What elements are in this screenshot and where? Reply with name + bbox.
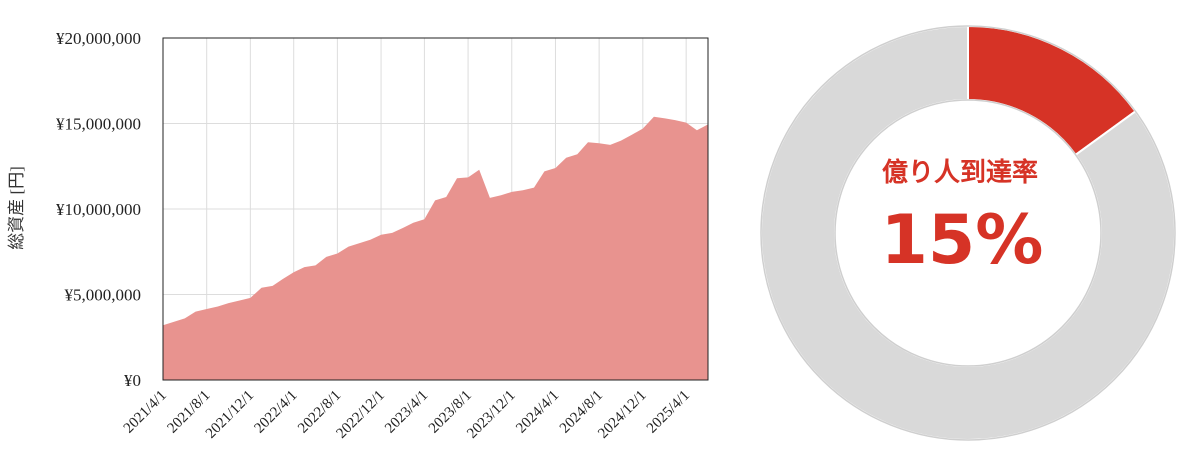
- x-tick-label: 2022/4/1: [251, 388, 300, 437]
- y-axis: ¥0 ¥5,000,000 ¥10,000,000 ¥15,000,000 ¥20,00…: [56, 29, 141, 390]
- y-tick-label: ¥10,000,000: [56, 200, 141, 219]
- donut-outline: [760, 25, 1176, 441]
- x-tick-label: 2023/4/1: [382, 388, 431, 437]
- donut-value: 15%: [881, 201, 1044, 280]
- y-tick-label: ¥5,000,000: [65, 286, 142, 305]
- donut-slices: [760, 24, 1177, 441]
- x-tick-label: 2025/4/1: [644, 388, 693, 437]
- area-chart: ¥0 ¥5,000,000 ¥10,000,000 ¥15,000,000 ¥20,00…: [7, 29, 709, 442]
- x-axis: 2021/4/12021/8/12021/12/12022/4/12022/8/…: [121, 388, 693, 442]
- x-tick-label: 2021/4/1: [121, 388, 170, 437]
- y-tick-label: ¥20,000,000: [56, 29, 141, 48]
- y-axis-label: 総資産 [円]: [7, 166, 26, 250]
- x-tick-label: 2024/4/1: [513, 388, 562, 437]
- x-tick-label: 2023/12/1: [464, 388, 518, 442]
- y-tick-label: ¥15,000,000: [56, 115, 141, 134]
- donut-title: 億り人到達率: [882, 157, 1038, 188]
- x-tick-label: 2024/12/1: [595, 388, 649, 442]
- y-tick-label: ¥0: [124, 371, 141, 390]
- donut-chart: 億り人到達率 15%: [760, 24, 1177, 441]
- donut-hole: [834, 99, 1102, 367]
- x-tick-label: 2022/12/1: [334, 388, 388, 442]
- x-tick-label: 2021/12/1: [203, 388, 257, 442]
- area-series: [163, 116, 708, 380]
- plot-frame: [162, 37, 709, 381]
